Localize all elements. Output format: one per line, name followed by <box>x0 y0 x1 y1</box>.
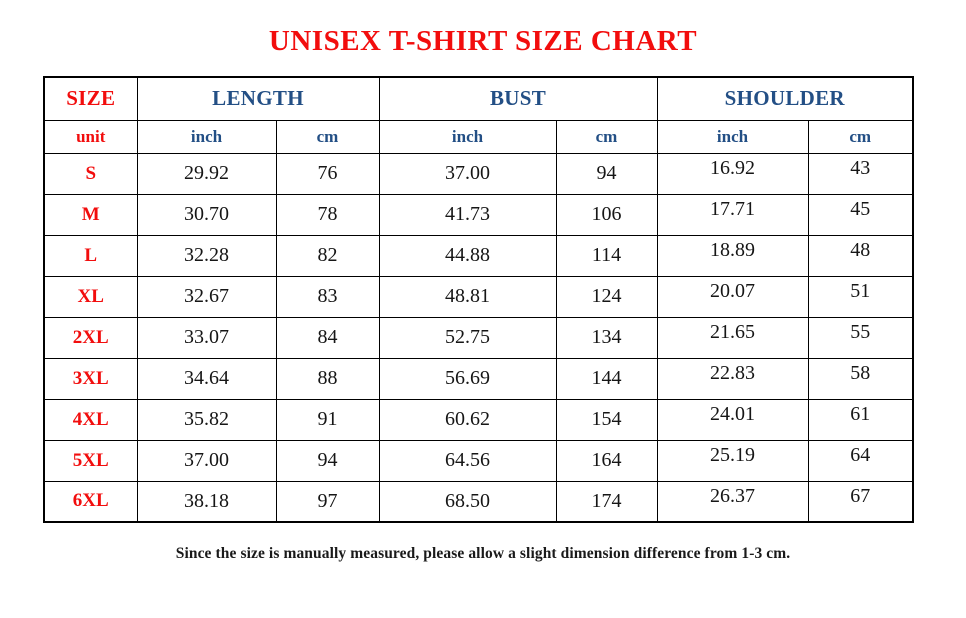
unit-label: unit <box>43 119 138 154</box>
cell-size: 5XL <box>43 439 138 482</box>
cell-bust-inch: 37.00 <box>378 152 557 195</box>
cell-shoulder-cm: 48 <box>807 234 914 277</box>
unit-bust-inch: inch <box>378 119 557 154</box>
cell-bust-cm: 154 <box>555 398 658 441</box>
cell-bust-cm: 124 <box>555 275 658 318</box>
cell-shoulder-inch: 20.07 <box>656 275 809 318</box>
cell-length-cm: 94 <box>275 439 380 482</box>
cell-bust-inch: 64.56 <box>378 439 557 482</box>
table-row-4xl: 4XL 35.82 91 60.62 154 24.01 61 <box>43 398 914 441</box>
table-row-m: M 30.70 78 41.73 106 17.71 45 <box>43 193 914 236</box>
cell-length-cm: 97 <box>275 480 380 523</box>
cell-bust-cm: 134 <box>555 316 658 359</box>
table-row-6xl: 6XL 38.18 97 68.50 174 26.37 67 <box>43 480 914 523</box>
cell-length-inch: 32.67 <box>136 275 277 318</box>
cell-shoulder-cm: 45 <box>807 193 914 236</box>
column-header-length: LENGTH <box>136 76 380 121</box>
cell-length-inch: 29.92 <box>136 152 277 195</box>
column-header-bust: BUST <box>378 76 658 121</box>
cell-length-cm: 91 <box>275 398 380 441</box>
column-header-shoulder: SHOULDER <box>656 76 914 121</box>
cell-bust-cm: 164 <box>555 439 658 482</box>
unit-shoulder-cm: cm <box>807 119 914 154</box>
cell-length-inch: 34.64 <box>136 357 277 400</box>
cell-bust-cm: 144 <box>555 357 658 400</box>
cell-length-inch: 38.18 <box>136 480 277 523</box>
page-title: UNISEX T-SHIRT SIZE CHART <box>268 25 698 57</box>
cell-shoulder-inch: 25.19 <box>656 439 809 482</box>
cell-size: XL <box>43 275 138 318</box>
cell-bust-inch: 41.73 <box>378 193 557 236</box>
cell-shoulder-cm: 55 <box>807 316 914 359</box>
table-row-5xl: 5XL 37.00 94 64.56 164 25.19 64 <box>43 439 914 482</box>
cell-length-inch: 33.07 <box>136 316 277 359</box>
cell-length-inch: 32.28 <box>136 234 277 277</box>
cell-length-inch: 30.70 <box>136 193 277 236</box>
cell-bust-inch: 52.75 <box>378 316 557 359</box>
cell-shoulder-inch: 21.65 <box>656 316 809 359</box>
cell-shoulder-inch: 22.83 <box>656 357 809 400</box>
cell-length-cm: 84 <box>275 316 380 359</box>
column-header-size: SIZE <box>43 76 138 121</box>
cell-length-cm: 88 <box>275 357 380 400</box>
table-row-xl: XL 32.67 83 48.81 124 20.07 51 <box>43 275 914 318</box>
cell-length-inch: 35.82 <box>136 398 277 441</box>
table-row-3xl: 3XL 34.64 88 56.69 144 22.83 58 <box>43 357 914 400</box>
table-row-2xl: 2XL 33.07 84 52.75 134 21.65 55 <box>43 316 914 359</box>
cell-size: 3XL <box>43 357 138 400</box>
cell-shoulder-inch: 17.71 <box>656 193 809 236</box>
cell-bust-cm: 114 <box>555 234 658 277</box>
cell-shoulder-cm: 58 <box>807 357 914 400</box>
cell-bust-cm: 106 <box>555 193 658 236</box>
cell-length-cm: 82 <box>275 234 380 277</box>
cell-size: L <box>43 234 138 277</box>
unit-length-inch: inch <box>136 119 277 154</box>
cell-bust-cm: 174 <box>555 480 658 523</box>
cell-size: 4XL <box>43 398 138 441</box>
cell-length-cm: 76 <box>275 152 380 195</box>
cell-bust-inch: 60.62 <box>378 398 557 441</box>
cell-length-inch: 37.00 <box>136 439 277 482</box>
unit-row: unit inch cm inch cm inch cm <box>43 119 914 154</box>
cell-shoulder-cm: 61 <box>807 398 914 441</box>
unit-length-cm: cm <box>275 119 380 154</box>
cell-shoulder-inch: 24.01 <box>656 398 809 441</box>
unit-shoulder-inch: inch <box>656 119 809 154</box>
header-group-row: SIZE LENGTH BUST SHOULDER <box>43 76 914 121</box>
cell-shoulder-inch: 18.89 <box>656 234 809 277</box>
cell-size: 6XL <box>43 480 138 523</box>
cell-bust-inch: 56.69 <box>378 357 557 400</box>
cell-bust-inch: 44.88 <box>378 234 557 277</box>
cell-shoulder-inch: 26.37 <box>656 480 809 523</box>
cell-shoulder-cm: 64 <box>807 439 914 482</box>
cell-bust-inch: 68.50 <box>378 480 557 523</box>
cell-size: 2XL <box>43 316 138 359</box>
cell-bust-cm: 94 <box>555 152 658 195</box>
table-row-l: L 32.28 82 44.88 114 18.89 48 <box>43 234 914 277</box>
cell-size: M <box>43 193 138 236</box>
cell-shoulder-inch: 16.92 <box>656 152 809 195</box>
cell-length-cm: 83 <box>275 275 380 318</box>
cell-shoulder-cm: 67 <box>807 480 914 523</box>
unit-bust-cm: cm <box>555 119 658 154</box>
cell-shoulder-cm: 51 <box>807 275 914 318</box>
measurement-disclaimer: Since the size is manually measured, ple… <box>175 545 791 562</box>
cell-bust-inch: 48.81 <box>378 275 557 318</box>
size-chart-table: SIZE LENGTH BUST SHOULDER unit inch cm i… <box>43 76 915 523</box>
cell-shoulder-cm: 43 <box>807 152 914 195</box>
cell-size: S <box>43 152 138 195</box>
cell-length-cm: 78 <box>275 193 380 236</box>
table-row-s: S 29.92 76 37.00 94 16.92 43 <box>43 152 914 195</box>
